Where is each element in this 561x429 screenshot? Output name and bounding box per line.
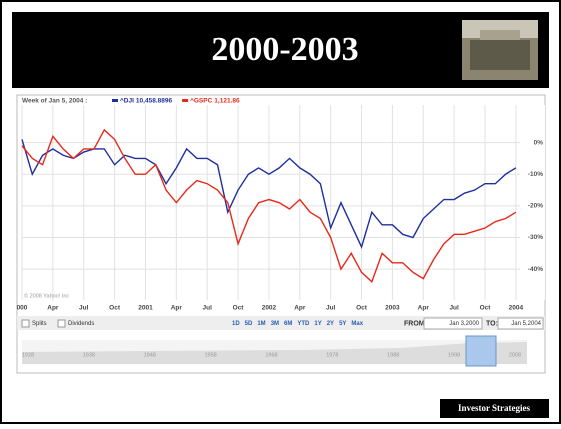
from-value: Jan 3,2000	[449, 321, 479, 327]
timeline-label: 1978	[326, 352, 338, 358]
legend-swatch	[112, 99, 118, 102]
timeline-label: 1928	[22, 352, 34, 358]
range-button[interactable]: YTD	[297, 321, 310, 327]
x-tick-label: Oct	[109, 305, 121, 312]
x-tick-label: Jul	[326, 305, 336, 312]
x-tick-label: Oct	[480, 305, 492, 312]
timeline-label: 1968	[265, 352, 277, 358]
x-tick-label: Jul	[449, 305, 459, 312]
splits-label: Splits	[32, 321, 47, 327]
legend-quote: 1,121.86	[214, 98, 240, 105]
range-buttons: 1D 5D 1M 3M 6M YTD 1Y 2Y 5Y Max	[232, 321, 364, 327]
range-button[interactable]: 2Y	[327, 321, 334, 327]
checkbox[interactable]	[57, 319, 66, 328]
range-button[interactable]: 5Y	[339, 321, 346, 327]
controls-bar	[17, 316, 545, 330]
timeline-label: 2008	[509, 352, 521, 358]
copyright: © 2008 Yahoo! Inc	[24, 292, 69, 299]
chart-header: Week of Jan 5, 2004 :	[22, 98, 87, 105]
legend: ^DJI 10,458.8896 ^GSPC 1,121.86	[112, 97, 240, 105]
range-button[interactable]: 1D	[232, 321, 240, 327]
from-label: FROM:	[404, 320, 427, 327]
timeline	[22, 335, 527, 367]
legend-name: ^DJI	[120, 97, 134, 105]
timeline-label: 1958	[205, 352, 217, 358]
series-line	[21, 128, 517, 284]
slide-title: 2000-2003	[211, 31, 358, 68]
legend-quote: 10,458.8896	[136, 98, 173, 105]
x-tick-label: Jul	[79, 305, 89, 312]
timeline-label: 1988	[387, 352, 399, 358]
x-tick-label: Jul	[203, 305, 213, 312]
y-tick-label: -40%	[528, 266, 543, 273]
x-tick-label: Apr	[418, 305, 430, 312]
timeline-labels: 1928 1938 1948 1958 1968 1978 1988 1998 2008	[22, 352, 521, 358]
title-bar	[12, 12, 549, 88]
dividends-label: Dividends	[68, 321, 94, 327]
x-tick-label: Apr	[294, 305, 306, 312]
x-tick-label: Apr	[47, 305, 59, 312]
plot	[21, 105, 520, 300]
y-tick-label: -20%	[528, 203, 543, 210]
range-button[interactable]: 1M	[257, 321, 265, 327]
range-button[interactable]: 1Y	[314, 321, 321, 327]
x-tick-label: Apr	[171, 305, 183, 312]
timeline-selection[interactable]	[465, 335, 497, 367]
range-button[interactable]: Max	[351, 321, 363, 327]
legend-swatch	[182, 99, 189, 102]
x-tick-label: Oct	[356, 305, 368, 312]
series-line	[21, 139, 517, 249]
range-button[interactable]: 6M	[284, 321, 292, 327]
range-button[interactable]: 3M	[271, 321, 279, 327]
checkbox[interactable]	[21, 319, 30, 328]
y-tick-label: -10%	[528, 171, 543, 178]
timeline-label: 1938	[83, 352, 95, 358]
legend-name: ^GSPC	[190, 97, 213, 105]
axis-strip	[520, 105, 545, 300]
y-tick-label: 0%	[534, 139, 544, 146]
x-tick-label: 000	[17, 305, 28, 312]
range-button[interactable]: 5D	[245, 321, 253, 327]
trading-floor-photo	[462, 20, 538, 80]
x-tick-label: 2003	[385, 305, 400, 312]
to-input[interactable]	[497, 317, 544, 330]
to-label: TO:	[486, 320, 498, 327]
x-tick-label: 2002	[262, 305, 277, 312]
x-tick-label: 2001	[138, 305, 153, 312]
footer-box	[440, 399, 549, 418]
x-tick-label: Oct	[233, 305, 245, 312]
x-tick-label: 2004	[509, 305, 524, 312]
footer: Investor Strategies	[458, 403, 531, 413]
timeline-label: 1948	[144, 352, 156, 358]
from-input[interactable]	[423, 317, 483, 330]
timeline-label: 1998	[448, 352, 460, 358]
y-tick-label: -30%	[528, 234, 543, 241]
to-value: Jan 5,2004	[511, 321, 541, 327]
